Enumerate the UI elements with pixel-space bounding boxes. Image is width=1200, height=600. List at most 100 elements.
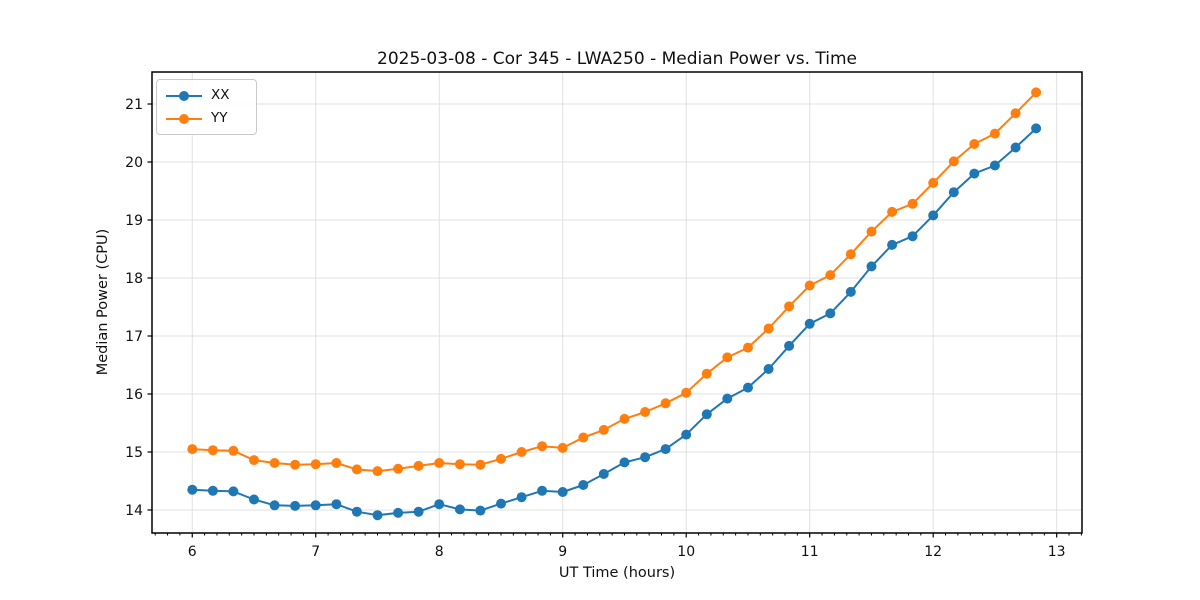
data-point-xx xyxy=(393,507,404,518)
y-tick-label: 21 xyxy=(125,97,143,113)
data-point-xx xyxy=(660,444,671,455)
x-tick-label: 11 xyxy=(801,544,819,560)
data-point-xx xyxy=(537,485,548,496)
series-layer xyxy=(187,87,1042,521)
data-point-yy xyxy=(228,445,239,456)
data-point-xx xyxy=(598,469,609,479)
data-point-yy xyxy=(372,466,383,477)
x-axis-label: UT Time (hours) xyxy=(559,565,675,581)
data-point-yy xyxy=(310,459,321,470)
data-point-yy xyxy=(743,342,753,353)
data-point-yy xyxy=(290,459,301,470)
legend-swatch-xx xyxy=(166,90,202,101)
data-point-xx xyxy=(496,498,506,509)
data-point-yy xyxy=(578,432,589,443)
y-tick-label: 20 xyxy=(125,155,143,171)
series-line-yy xyxy=(192,91,1037,473)
y-tick-label: 15 xyxy=(125,445,143,461)
data-point-yy xyxy=(660,398,671,409)
data-point-yy xyxy=(249,455,259,466)
y-tick-label: 16 xyxy=(125,387,143,403)
data-point-xx xyxy=(763,364,774,374)
y-axis-label: Median Power (CPU) xyxy=(95,229,111,376)
data-point-yy xyxy=(454,459,465,470)
data-point-yy xyxy=(434,458,445,468)
data-point-xx xyxy=(743,382,753,393)
data-point-yy xyxy=(557,442,568,453)
legend-item-xx: XX xyxy=(164,84,248,107)
data-point-yy xyxy=(598,424,609,435)
x-tick-label: 8 xyxy=(435,544,444,560)
data-point-xx xyxy=(866,261,877,272)
x-tick-label: 13 xyxy=(1048,544,1066,560)
data-point-yy xyxy=(907,198,918,209)
data-point-yy xyxy=(269,458,280,468)
data-point-xx xyxy=(310,500,321,511)
data-point-xx xyxy=(228,486,239,497)
x-tick-label: 9 xyxy=(558,544,567,560)
x-tick-label: 10 xyxy=(677,544,695,560)
data-point-xx xyxy=(331,499,342,510)
data-point-xx xyxy=(434,499,445,510)
data-point-yy xyxy=(763,323,774,334)
y-tick-label: 14 xyxy=(125,503,143,519)
data-point-yy xyxy=(351,464,362,475)
data-point-yy xyxy=(701,368,712,379)
data-point-yy xyxy=(619,413,630,424)
data-point-yy xyxy=(784,301,795,312)
data-point-xx xyxy=(887,239,898,250)
data-point-xx xyxy=(475,505,486,516)
y-tick-label: 18 xyxy=(125,271,143,287)
data-point-yy xyxy=(681,387,692,398)
data-point-yy xyxy=(969,139,980,149)
data-point-xx xyxy=(928,210,939,221)
data-point-yy xyxy=(331,458,342,468)
data-point-xx xyxy=(640,452,651,463)
series-line-xx xyxy=(192,127,1037,517)
data-point-yy xyxy=(413,460,424,471)
data-point-yy xyxy=(475,459,486,470)
data-point-yy xyxy=(640,407,651,417)
data-point-yy xyxy=(989,128,1000,139)
data-point-yy xyxy=(804,280,815,291)
legend-item-yy: YY xyxy=(164,107,248,130)
data-point-xx xyxy=(825,308,836,319)
data-point-yy xyxy=(1031,87,1042,98)
legend: XX YY xyxy=(156,79,257,135)
data-point-xx xyxy=(578,480,589,490)
x-tick-label: 6 xyxy=(188,544,197,560)
data-point-xx xyxy=(681,429,692,440)
data-point-xx xyxy=(290,500,301,511)
data-point-yy xyxy=(537,441,548,452)
data-point-yy xyxy=(393,463,404,474)
data-point-yy xyxy=(887,206,898,217)
data-point-yy xyxy=(845,249,856,260)
grid-layer xyxy=(152,72,1082,533)
data-point-xx xyxy=(784,340,795,351)
data-point-yy xyxy=(928,177,939,188)
legend-label-xx: XX xyxy=(211,86,230,103)
data-point-xx xyxy=(1010,142,1021,153)
data-point-yy xyxy=(825,270,836,281)
data-point-xx xyxy=(619,457,630,468)
data-point-xx xyxy=(351,506,362,517)
data-point-xx xyxy=(989,160,1000,171)
data-point-yy xyxy=(866,226,877,237)
axes-frame xyxy=(151,71,1083,534)
x-tick-label: 12 xyxy=(924,544,942,560)
data-point-xx xyxy=(249,494,259,505)
legend-swatch-yy xyxy=(166,113,202,124)
data-point-xx xyxy=(804,318,815,329)
data-point-yy xyxy=(496,453,506,464)
y-tick-label: 17 xyxy=(125,329,143,345)
data-point-yy xyxy=(722,352,733,363)
data-point-yy xyxy=(948,156,959,167)
data-point-xx xyxy=(413,506,424,517)
data-point-xx xyxy=(948,187,959,198)
data-point-xx xyxy=(845,286,856,297)
data-point-yy xyxy=(516,447,527,457)
data-point-yy xyxy=(1010,108,1021,119)
data-point-xx xyxy=(187,484,198,495)
